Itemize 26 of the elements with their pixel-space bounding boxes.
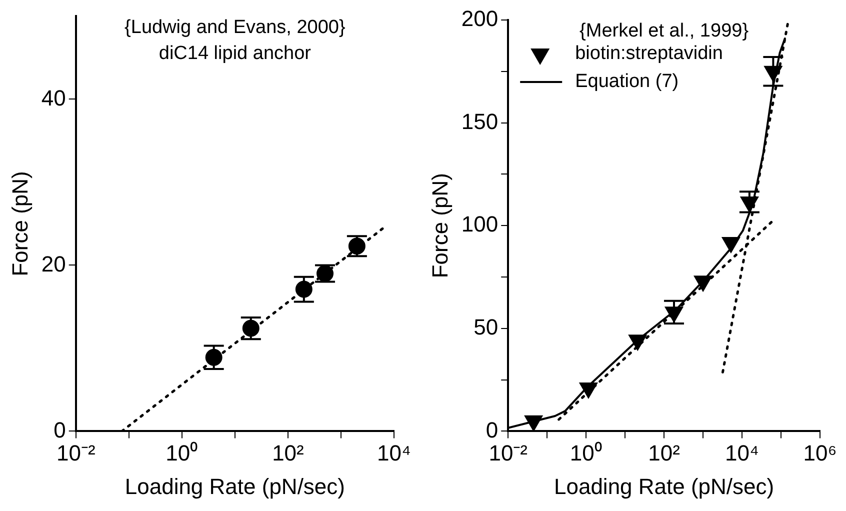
x-tick-label: 10⁴	[377, 440, 411, 466]
y-axis-title: Force (pN)	[427, 173, 452, 278]
x-axis-title: Loading Rate (pN/sec)	[554, 474, 774, 499]
x-tick-label: 10²	[272, 440, 304, 466]
legend-label: Equation (7)	[575, 71, 679, 92]
y-tick-label: 40	[41, 85, 66, 110]
legend-label: biotin:streptavidin	[575, 43, 723, 64]
x-tick-label: 10⁶	[803, 440, 837, 466]
y-tick-label: 200	[461, 6, 498, 32]
y-tick-label: 0	[54, 417, 66, 442]
y-tick-label: 100	[461, 212, 498, 237]
x-tick-label: 10⁰	[166, 440, 198, 466]
y-axis-title: Force (pN)	[7, 171, 32, 276]
annotation: {Ludwig and Evans, 2000}	[124, 16, 346, 38]
y-tick-label: 50	[474, 314, 498, 340]
x-tick-label: 10⁻²	[488, 440, 528, 466]
x-tick-label: 10²	[648, 440, 680, 466]
annotation: diC14 lipid anchor	[158, 42, 312, 64]
x-axis-title: Loading Rate (pN/sec)	[124, 474, 345, 499]
y-tick-label: 150	[461, 108, 498, 134]
y-tick-label: 20	[41, 251, 66, 276]
x-tick-label: 10⁴	[725, 440, 759, 466]
x-tick-label: 10⁻²	[56, 440, 96, 466]
y-tick-label: 0	[486, 417, 498, 442]
annotation: {Merkel et al., 1999}	[580, 20, 749, 42]
x-tick-label: 10⁰	[570, 440, 602, 466]
